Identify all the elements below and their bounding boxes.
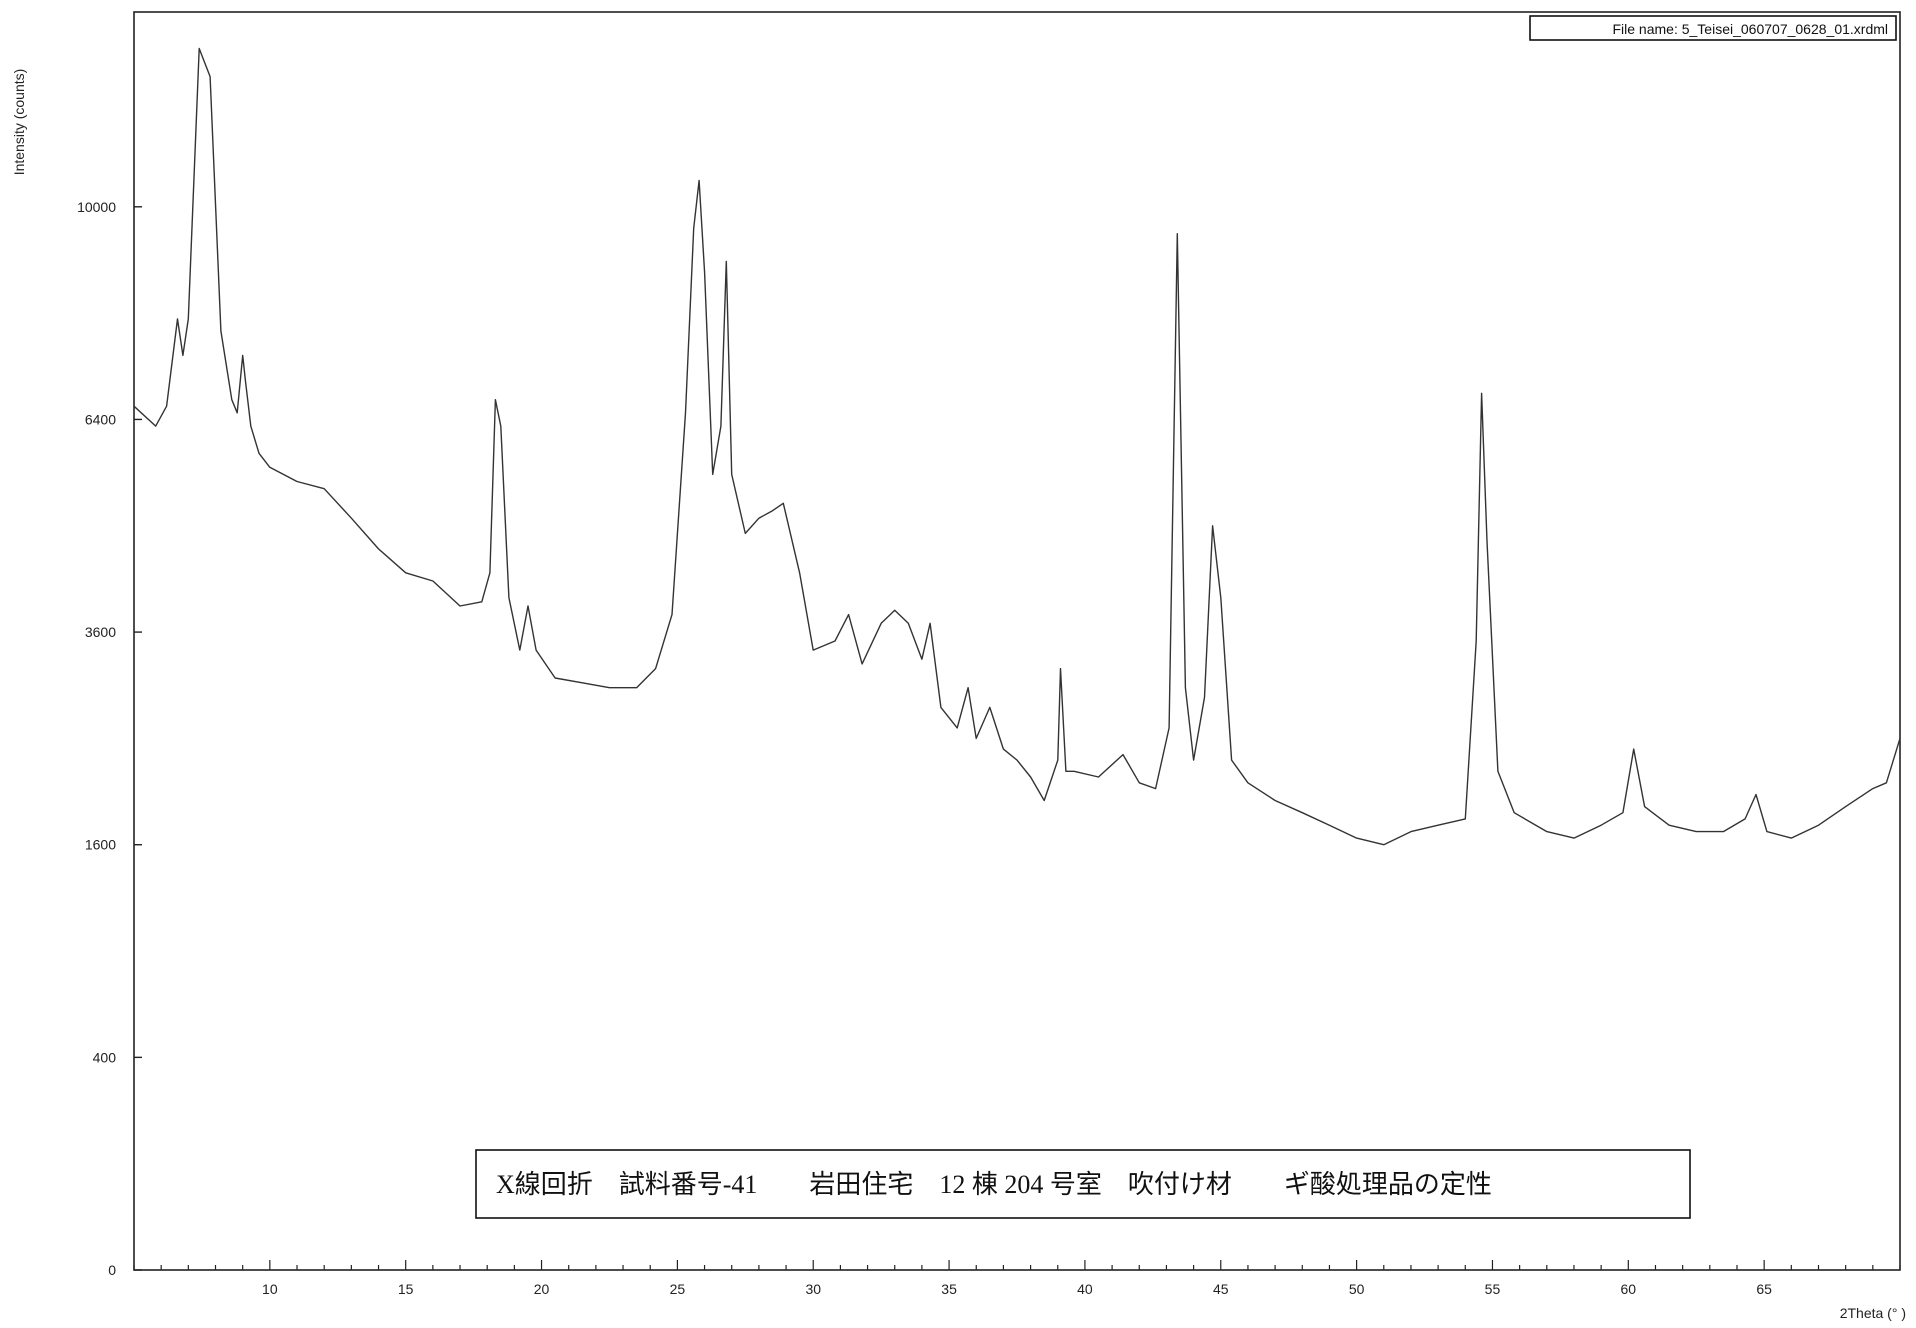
- x-tick-label: 45: [1213, 1281, 1229, 1297]
- y-tick-label: 6400: [85, 411, 116, 427]
- y-tick-label: 400: [93, 1049, 117, 1065]
- y-tick-label: 10000: [77, 199, 116, 215]
- x-tick-label: 25: [670, 1281, 686, 1297]
- x-tick-label: 15: [398, 1281, 414, 1297]
- x-tick-label: 35: [941, 1281, 957, 1297]
- y-axis-ticks: 0 400 1600 3600 6400 10000: [77, 199, 142, 1278]
- x-axis-ticks: 10 15 20 25 30 35 40 45 50 55 60 65: [133, 1260, 1901, 1297]
- file-name-label: File name: 5_Teisei_060707_0628_01.xrdml: [1612, 21, 1888, 37]
- y-tick-label: 1600: [85, 837, 116, 853]
- diffraction-pattern-line: [133, 47, 1901, 846]
- x-tick-label: 60: [1621, 1281, 1637, 1297]
- y-tick-label: 3600: [85, 624, 116, 640]
- x-tick-label: 40: [1077, 1281, 1093, 1297]
- x-tick-label: 10: [262, 1281, 278, 1297]
- x-tick-label: 50: [1349, 1281, 1365, 1297]
- file-name-box: File name: 5_Teisei_060707_0628_01.xrdml: [1529, 15, 1897, 41]
- x-tick-label: 55: [1485, 1281, 1501, 1297]
- caption-text: X線回折 試料番号-41 岩田住宅 12 棟 204 号室 吹付け材 ギ酸処理品…: [496, 1170, 1492, 1199]
- caption-box: X線回折 試料番号-41 岩田住宅 12 棟 204 号室 吹付け材 ギ酸処理品…: [475, 1149, 1691, 1219]
- x-tick-label: 30: [805, 1281, 821, 1297]
- y-tick-label: 0: [108, 1262, 116, 1278]
- plot-frame: [133, 11, 1901, 1271]
- x-axis-label: 2Theta (° ): [1840, 1305, 1906, 1321]
- y-axis-label: Intensity (counts): [11, 69, 27, 176]
- x-tick-label: 20: [534, 1281, 550, 1297]
- x-tick-label: 65: [1756, 1281, 1772, 1297]
